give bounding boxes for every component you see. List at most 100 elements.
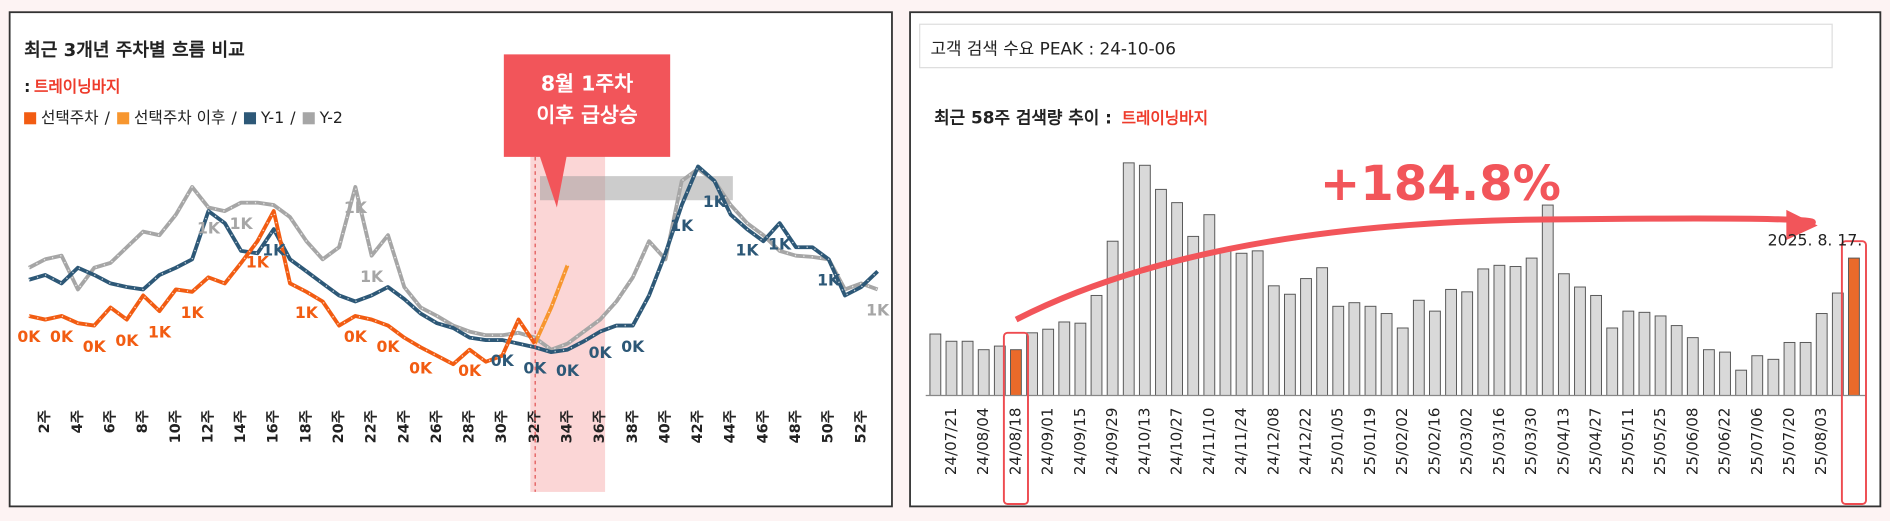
header: 고객 검색 수요 PEAK : 24-10-06 (931, 39, 1176, 59)
x-tick-label: 24/08/04 (974, 408, 992, 476)
value-label: 1K (230, 214, 254, 233)
value-label: 1K (670, 216, 694, 235)
bar (1767, 358, 1780, 396)
bar (1074, 322, 1087, 396)
x-tick-label: 25/02/16 (1425, 408, 1443, 476)
left-chart: 최근 3개년 주차별 흐름 비교 : 트레이닝바지 2주 4주 6주 8주 10주 12주 1… (17, 40, 890, 492)
x-tick-label: 4주 (69, 410, 86, 433)
bar (1815, 313, 1828, 396)
bar (1090, 294, 1103, 396)
callout-text: 8월 1주차 (541, 72, 633, 96)
bar (977, 349, 990, 396)
value-label: 0K (491, 351, 515, 370)
x-tick-label: 34주 (559, 410, 576, 443)
bar (1396, 327, 1409, 396)
line-dots (28, 209, 536, 366)
x-tick-label: 24/12/08 (1264, 408, 1282, 476)
bar (1138, 164, 1151, 396)
value-label: 1K (295, 303, 319, 322)
x-tick-label: 25/06/08 (1683, 408, 1701, 476)
x-tick-label: 24/09/15 (1071, 408, 1089, 476)
callout-text: 이후 급상승 (536, 103, 638, 127)
legend-label: 선택주차 이후 (134, 108, 225, 127)
x-tick-label: 25/08/03 (1812, 408, 1830, 476)
bar (1235, 252, 1248, 396)
right-panel (909, 11, 1882, 508)
bar (1155, 188, 1167, 396)
keyword-prefix: : (24, 76, 30, 95)
bar (1557, 273, 1570, 396)
bar (1525, 257, 1538, 396)
x-tick-label: 24/10/13 (1135, 408, 1153, 476)
x-tick-label: 24/10/27 (1168, 408, 1186, 476)
x-tick-label: 25/07/06 (1748, 408, 1766, 476)
end-label: 2025. 8. 17. (1768, 231, 1863, 250)
legend-separator: / (231, 108, 237, 127)
line (533, 264, 570, 345)
x-tick-label: 50주 (820, 410, 837, 443)
bar (1574, 286, 1586, 396)
x-tick-label: 24/11/10 (1200, 408, 1218, 476)
bar (1429, 310, 1441, 396)
x-tick-label: 14주 (232, 410, 249, 443)
x-tick-label: 44주 (722, 410, 739, 443)
value-label: 0K (83, 337, 107, 356)
x-tick-label: 24/12/22 (1297, 408, 1315, 476)
bar (1300, 278, 1312, 396)
line-dots (28, 167, 878, 351)
bar (1509, 266, 1522, 396)
bar (1267, 285, 1280, 396)
bar (1316, 267, 1329, 396)
x-tick-label: 25/03/16 (1490, 408, 1508, 476)
growth-arrowhead (1786, 209, 1818, 241)
bar (1348, 302, 1361, 396)
x-tick-label: 24/07/21 (942, 408, 960, 476)
chart-title: 최근 3개년 주차별 흐름 비교 (24, 40, 245, 61)
header-box (919, 23, 1833, 69)
bar (1751, 355, 1764, 396)
bar (1477, 268, 1490, 396)
value-label: 0K (344, 327, 368, 346)
bar (1493, 264, 1506, 396)
bar (1638, 311, 1651, 396)
legend-swatch (243, 112, 257, 125)
value-label: 1K (736, 240, 760, 259)
bar (1058, 321, 1071, 396)
x-tick-label: 24/09/29 (1103, 408, 1121, 476)
value-label: 1K (181, 303, 205, 322)
x-tick-label: 38주 (624, 410, 641, 443)
shadow (540, 176, 733, 201)
x-tick-label: 36주 (591, 410, 608, 443)
x-tick-label: 12주 (199, 410, 216, 443)
x-tick-label: 40주 (656, 410, 673, 443)
bar (1283, 293, 1296, 396)
bar (1719, 351, 1731, 396)
value-label: 1K (246, 252, 270, 271)
bar (1735, 369, 1748, 396)
x-tick-label: 32주 (526, 410, 543, 443)
legend-separator: / (105, 108, 111, 127)
value-label: 1K (148, 322, 172, 341)
bar (929, 333, 942, 396)
legend-label: Y-1 (260, 108, 284, 127)
callout-box (503, 54, 671, 208)
x-tick-label: 20주 (330, 410, 347, 443)
bar (1010, 349, 1022, 396)
x-tick-label: 25/04/27 (1587, 408, 1605, 476)
value-label: 0K (17, 327, 41, 346)
value-label: 0K (115, 331, 139, 350)
growth-label: +184.8% (1320, 156, 1561, 212)
x-tick-label: 26주 (428, 410, 445, 443)
bar (1412, 299, 1425, 396)
keyword: 트레이닝바지 (34, 76, 120, 95)
x-tick-label: 22주 (363, 410, 380, 443)
highlight-outline (1840, 240, 1867, 505)
x-tick-label: 25/03/02 (1458, 408, 1476, 476)
x-tick-label: 18주 (297, 410, 314, 443)
bar (1445, 288, 1457, 396)
value-label: 0K (621, 337, 645, 356)
legend-separator: / (290, 108, 296, 127)
bar (1848, 257, 1860, 396)
bar (1703, 349, 1715, 396)
value-label: 0K (589, 343, 613, 362)
